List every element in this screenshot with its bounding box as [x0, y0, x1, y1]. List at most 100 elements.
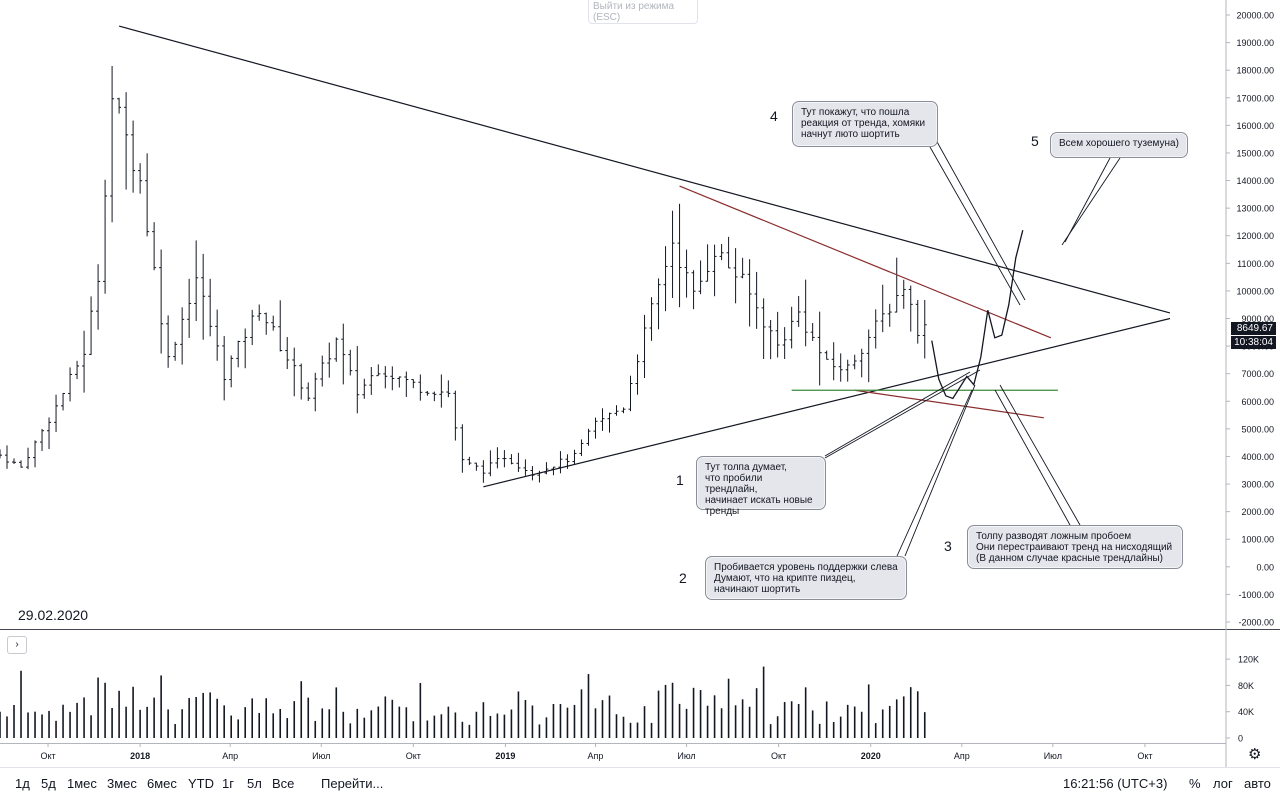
range-1y-button[interactable]: 1г	[222, 776, 234, 791]
ohlc-bar	[852, 354, 857, 370]
range-5y-button[interactable]: 5л	[247, 776, 262, 791]
ohlc-bar	[600, 408, 605, 431]
ohlc-bar	[75, 360, 80, 380]
price-tick-label: 18000.00	[1236, 66, 1274, 76]
ohlc-bar	[327, 342, 332, 378]
ohlc-bar	[187, 278, 192, 338]
callout-4-number: 4	[770, 108, 778, 124]
ohlc-bar	[656, 278, 661, 330]
ohlc-bar	[397, 376, 402, 388]
ohlc-bar	[0, 449, 2, 459]
gear-icon[interactable]: ⚙	[1248, 746, 1262, 763]
price-tick-label: 16000.00	[1236, 121, 1274, 131]
volume-tick-label: 40K	[1238, 707, 1254, 717]
volume-axis[interactable]: 120K 80K 40K 0	[1226, 655, 1259, 744]
volume-tick-label: 120K	[1238, 655, 1259, 665]
ohlc-bar	[915, 300, 920, 344]
time-axis[interactable]: Окт 2018 Апр Июл Окт 2019 Апр Июл Окт 2020 Апр Июл О…	[0, 743, 1226, 761]
ohlc-bar	[446, 380, 451, 398]
ohlc-bar	[586, 428, 591, 446]
trendline[interactable]	[854, 389, 1044, 419]
trendline[interactable]	[483, 317, 1171, 488]
ohlc-bar	[810, 323, 815, 341]
goto-date-button[interactable]: Перейти...	[321, 776, 384, 791]
callout-3[interactable]: Толпу разводят ложным пробоем Они перест…	[967, 525, 1183, 569]
ohlc-bar	[481, 460, 486, 483]
ohlc-bar	[684, 249, 689, 298]
ohlc-bar	[152, 222, 157, 271]
auto-scale-button[interactable]: авто	[1244, 776, 1271, 791]
ohlc-bar	[579, 439, 584, 457]
ohlc-bar	[649, 297, 654, 341]
ohlc-bar	[299, 363, 304, 400]
volume-tick-label: 80K	[1238, 681, 1254, 691]
ohlc-bar	[418, 374, 423, 401]
ohlc-bar	[404, 371, 409, 397]
collapse-volume-button[interactable]: ›	[7, 636, 27, 654]
ohlc-bar	[439, 374, 444, 408]
price-tick-label: 10000.00	[1236, 286, 1274, 296]
ohlc-bar	[376, 364, 381, 377]
range-3m-button[interactable]: 3мес	[107, 776, 137, 791]
ohlc-bar	[208, 278, 213, 337]
ohlc-bar	[362, 378, 367, 399]
ohlc-bar	[621, 407, 626, 414]
range-1d-button[interactable]: 1д	[15, 776, 30, 791]
clock-display[interactable]: 16:21:56 (UTC+3)	[1063, 776, 1168, 791]
ohlc-bar	[754, 271, 759, 329]
ohlc-bar	[271, 315, 276, 331]
ohlc-bar	[285, 337, 290, 370]
trendline[interactable]	[118, 25, 1171, 314]
callout-5[interactable]: Всем хорошего туземуна)	[1050, 132, 1188, 158]
ohlc-bar	[502, 450, 507, 468]
range-6m-button[interactable]: 6мес	[147, 776, 177, 791]
ohlc-bar	[145, 153, 150, 237]
ohlc-bar	[131, 120, 136, 193]
range-all-button[interactable]: Все	[272, 776, 295, 791]
price-axis[interactable]: 20000.00 19000.00 18000.00 17000.00 16000.00…	[1225, 0, 1274, 767]
ohlc-bar	[495, 447, 500, 469]
ohlc-bar	[880, 284, 885, 333]
ohlc-bar	[348, 349, 353, 376]
trendline-drawings[interactable]	[118, 25, 1171, 557]
ohlc-bar	[5, 445, 10, 469]
range-5d-button[interactable]: 5д	[41, 776, 56, 791]
ohlc-bar	[89, 296, 94, 356]
ohlc-bar	[894, 257, 899, 313]
ohlc-bar	[369, 366, 374, 395]
callout-2[interactable]: Пробивается уровень поддержки слева Дума…	[705, 556, 907, 600]
ohlc-bar	[460, 424, 465, 473]
price-tick-label: 3000.00	[1241, 480, 1274, 490]
range-1m-button[interactable]: 1мес	[67, 776, 97, 791]
percent-scale-button[interactable]: %	[1189, 776, 1201, 791]
ohlc-bar	[341, 323, 346, 385]
ohlc-bar	[355, 346, 360, 414]
ohlc-bar	[138, 163, 143, 194]
chevron-right-icon: ›	[15, 639, 19, 650]
volume-pane[interactable]	[0, 666, 926, 738]
log-scale-button[interactable]: лог	[1213, 776, 1233, 791]
range-ytd-button[interactable]: YTD	[188, 776, 214, 791]
price-tick-label: 20000.00	[1236, 11, 1274, 21]
ohlc-bar	[698, 260, 703, 295]
ohlc-bar	[159, 249, 164, 354]
ohlc-bar	[747, 259, 752, 327]
ohlc-bar	[719, 243, 724, 261]
ohlc-bar	[390, 366, 395, 391]
ohlc-bar	[257, 304, 262, 321]
main-price-pane[interactable]	[0, 65, 1280, 630]
ohlc-bar	[47, 417, 52, 450]
exit-fullscreen-hint[interactable]: Выйти из режима (ESC)	[588, 0, 698, 24]
callout-1[interactable]: Тут толпа думает, что пробили трендлайн,…	[696, 456, 826, 517]
ohlc-bar	[306, 382, 311, 402]
ohlc-bar	[236, 340, 241, 368]
callout-4[interactable]: Тут покажут, что пошла реакция от тренда…	[792, 101, 938, 147]
price-tick-label: 1000.00	[1241, 535, 1274, 545]
projected-path-line[interactable]	[931, 230, 1024, 400]
price-tick-label: 17000.00	[1236, 93, 1274, 103]
ohlc-bar	[110, 65, 115, 223]
callout-pointer	[896, 389, 973, 557]
ohlc-bar	[467, 456, 472, 466]
ohlc-bar	[334, 337, 339, 362]
